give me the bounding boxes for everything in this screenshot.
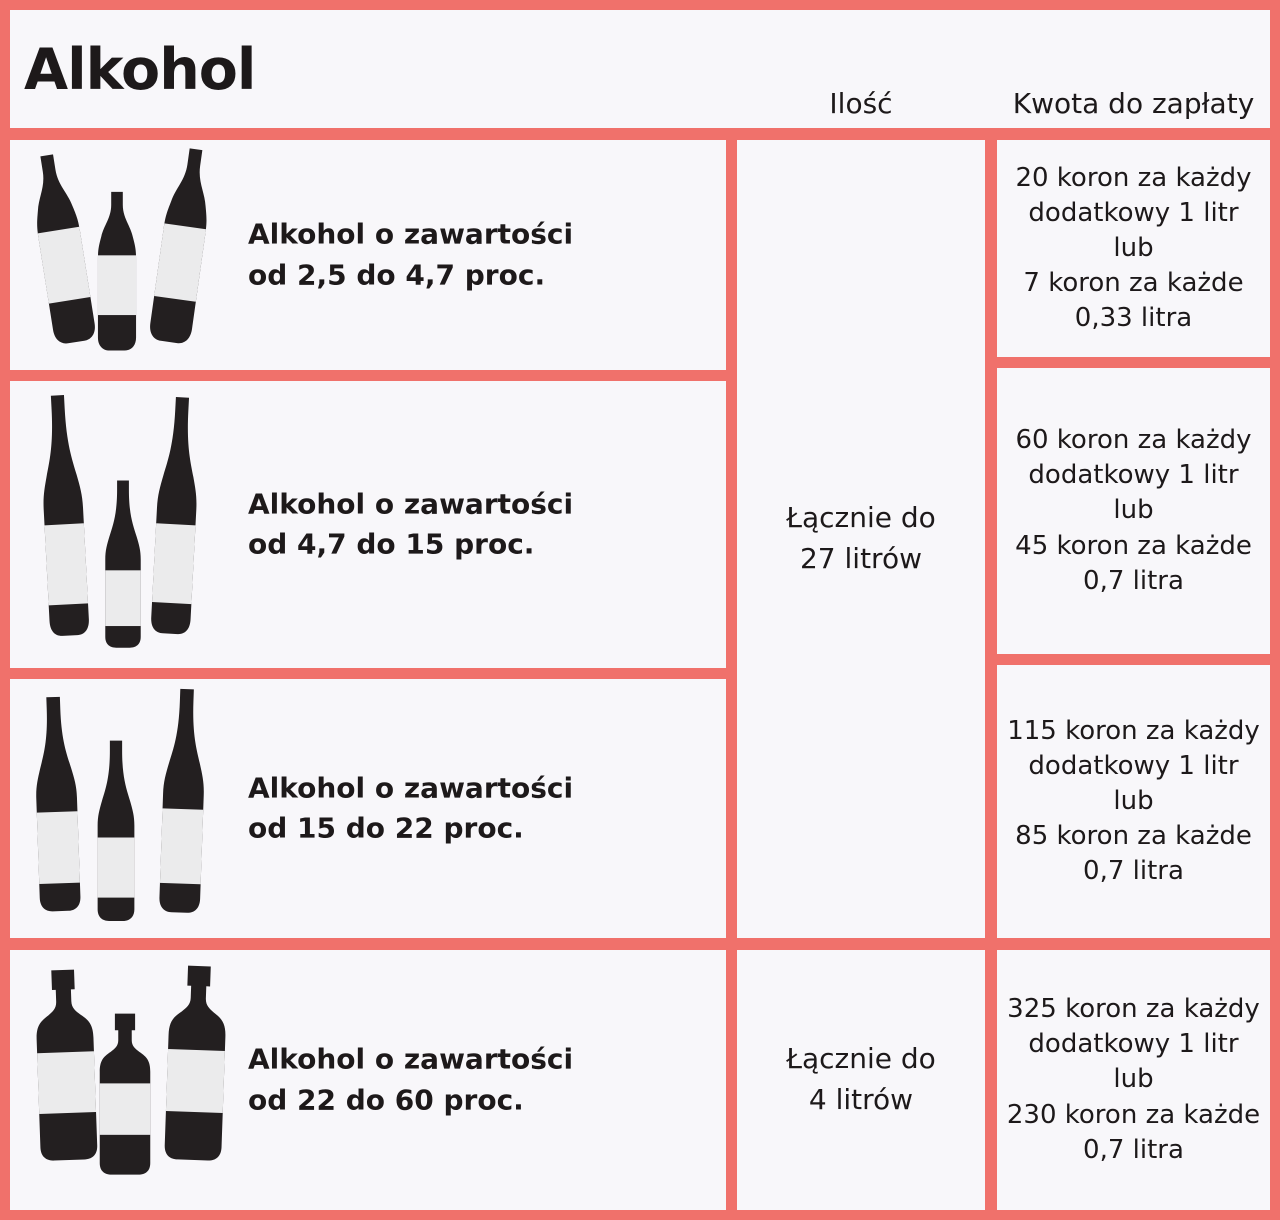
wine-bottles-icon (24, 687, 224, 932)
beer-bottle-icon (97, 191, 137, 351)
wine-bottle-icon (97, 740, 135, 921)
quantity-cell-merged: Łącznie do 27 litrów (737, 140, 985, 938)
amount-cell-row-3: 115 koron za każdy dodatkowy 1 litr lub … (997, 665, 1270, 938)
amount-cell-row-2: 60 koron za każdy dodatkowy 1 litr lub 4… (997, 368, 1270, 654)
category-row-2: Alkohol o zawartości od 4,7 do 15 proc. (10, 381, 726, 668)
wine-bottles-icon (34, 393, 224, 655)
spirit-bottles-icon (30, 962, 235, 1177)
quantity-cell-row-4: Łącznie do 4 litrów (737, 950, 985, 1210)
category-row-3: Alkohol o zawartości od 15 do 22 proc. (10, 679, 726, 938)
wine-bottle-icon (151, 397, 197, 635)
category-label: Alkohol o zawartości od 4,7 do 15 proc. (248, 486, 574, 561)
spirit-bottle-icon (164, 965, 226, 1161)
amount-cell-row-4: 325 koron za każdy dodatkowy 1 litr lub … (997, 950, 1270, 1210)
page-title: Alkohol (24, 37, 256, 103)
wine-bottle-icon (36, 696, 81, 912)
spirit-bottle-icon (99, 1013, 151, 1175)
category-label: Alkohol o zawartości od 2,5 do 4,7 proc. (248, 217, 574, 291)
category-row-1: Alkohol o zawartości od 2,5 do 4,7 proc. (10, 140, 726, 370)
quantity-column-header: Ilość (829, 87, 893, 120)
wine-bottle-icon (43, 395, 89, 636)
amount-cell-row-1: 20 koron za każdy dodatkowy 1 litr lub 7… (997, 140, 1270, 357)
beer-bottles-icon (30, 146, 220, 361)
category-row-4: Alkohol o zawartości od 22 do 60 proc. (10, 950, 726, 1210)
category-label: Alkohol o zawartości od 15 do 22 proc. (248, 770, 574, 845)
wine-bottle-icon (105, 480, 141, 648)
beer-bottle-icon (150, 148, 207, 344)
category-label: Alkohol o zawartości od 22 do 60 proc. (248, 1042, 574, 1116)
spirit-bottle-icon (36, 969, 98, 1161)
header-cell (10, 10, 1270, 128)
amount-column-header: Kwota do zapłaty (1012, 87, 1255, 120)
beer-bottle-icon (37, 154, 95, 344)
wine-bottle-icon (159, 688, 204, 913)
